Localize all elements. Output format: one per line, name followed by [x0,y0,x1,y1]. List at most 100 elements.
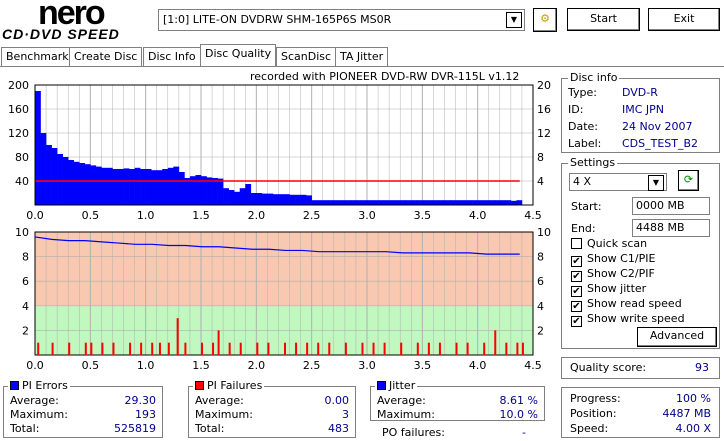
checkbox-box[interactable]: ✔ [571,301,582,312]
pie-bar [367,200,373,205]
checkbox-show-read-speed[interactable]: ✔ Show read speed [571,297,682,312]
drive-select[interactable]: [1:0] LITE-ON DVDRW SHM-165P6S MS0R ▼ [158,9,525,31]
pie-bar [438,200,445,205]
pif-bar [37,342,40,355]
tab-disc-info[interactable]: Disc Info [143,47,201,67]
jitter-legend-icon [377,381,386,390]
y-tick-label: 160 [8,103,29,116]
pie-bar [217,178,224,205]
plot-frame [34,84,534,206]
checkbox-label: Show C1/PIE [587,252,656,265]
checkbox-box[interactable]: ✔ [571,286,582,297]
disc-quality-panel [0,66,724,441]
end-input[interactable]: 4488 MB [632,219,710,237]
disc-info-group: Disc info Type: DVD-R ID: IMC JPN Date: 24 … [561,71,720,153]
pif-bar [306,342,309,355]
pie-bar [466,200,473,205]
y-tick-label: 80 [15,151,29,164]
pie-bar [450,200,456,205]
y-tick-label: 2 [22,324,29,337]
exit-button[interactable]: Exit [648,8,720,31]
pif-bar [228,342,231,355]
chevron-down-icon[interactable]: ▼ [648,175,664,191]
recorded-with-label: recorded with PIONEER DVD-RW DVR-115L v1… [250,70,520,83]
checkbox-label: Show jitter [587,282,647,295]
pie-bar [79,163,86,205]
pi-failures-group: PI Failures Average: 0.00 Maximum: 3 Total… [188,379,356,438]
pie-bar [101,167,108,205]
pie-bar [195,175,202,205]
pie-bar [35,91,41,205]
start-input[interactable]: 0000 MB [632,197,710,215]
quality-score-box: Quality score: 93 [561,357,720,379]
tab-ta-jitter[interactable]: TA Jitter [335,47,389,67]
checkbox-label: Show C2/PIF [587,267,655,280]
refresh-speed-button[interactable]: ⟳ [678,170,699,191]
date-label: Date: [568,120,598,133]
tab-scandisc[interactable]: ScanDisc [276,47,337,67]
nero-logo: nero [38,0,106,32]
pie-bar [322,200,329,205]
checkbox-show-c2-pif[interactable]: ✔ Show C2/PIF [571,267,655,282]
pie-total-label: Total: [10,422,40,435]
pie-bar [400,200,407,205]
pie-bar [189,176,196,205]
start-label: Start: [571,200,602,213]
x-tick-label: 3.0 [358,359,376,372]
pie-bar [422,200,429,205]
advanced-button[interactable]: Advanced [637,327,717,347]
pie-bar [344,200,351,205]
pif-bar [256,342,259,355]
pif-bar [295,342,298,355]
x-tick-label: 1.5 [192,359,210,372]
pie-bar [267,193,274,205]
pi-failures-legend-icon [195,381,204,390]
x-tick-label: 0.0 [26,359,44,372]
tab-create-disc[interactable]: Create Disc [69,47,143,67]
checkbox-show-jitter[interactable]: ✔ Show jitter [571,282,646,297]
pie-bar [84,164,91,205]
jitter-max-label: Maximum: [377,408,435,421]
pif-bar [176,318,179,355]
pie-bar [494,200,501,205]
start-button[interactable]: Start [567,8,640,31]
chevron-down-icon[interactable]: ▼ [506,12,522,28]
refresh-drive-button[interactable]: ⚙ [533,8,557,32]
checkbox-quick-scan[interactable]: Quick scan [571,237,647,250]
speed-value: 4 X [573,175,592,188]
tab-disc-quality[interactable]: Disc Quality [200,44,277,67]
x-tick-label: 4.5 [524,359,542,372]
pif-bar [101,342,104,355]
pie-bar [383,200,390,205]
checkbox-show-write-speed[interactable]: ✔ Show write speed [571,312,685,327]
pie-bar [118,169,124,205]
pif-bar [483,342,486,355]
pie-bar [167,167,174,205]
pie-bar [112,169,119,205]
pif-bar [90,342,93,355]
pie-bar [106,167,113,205]
jitter-title: Jitter [389,379,416,392]
checkbox-box[interactable]: ✔ [571,256,582,267]
x-tick-label: 4.0 [469,359,487,372]
pie-bar [234,191,241,205]
pie-bar [483,200,490,205]
pie-bar [178,172,185,205]
tab-benchmark[interactable]: Benchmark [1,47,74,67]
pie-avg-value: 29.30 [124,394,157,407]
pie-bar [477,200,484,205]
checkbox-box[interactable]: ✔ [571,316,582,327]
id-label: ID: [568,103,584,116]
pie-bar [317,200,324,205]
pie-bar [206,177,213,205]
speed-select[interactable]: 4 X ▼ [569,173,667,191]
pie-bar [90,165,97,205]
pif-bar [212,342,215,355]
pif-bar [51,342,54,355]
checkbox-show-c1-pie[interactable]: ✔ Show C1/PIE [571,252,655,267]
checkbox-box[interactable]: ✔ [571,271,582,282]
pi-failures-title: PI Failures [207,379,263,392]
pie-bar [427,200,434,205]
checkbox-box[interactable] [571,238,582,249]
pie-bar [68,160,75,205]
